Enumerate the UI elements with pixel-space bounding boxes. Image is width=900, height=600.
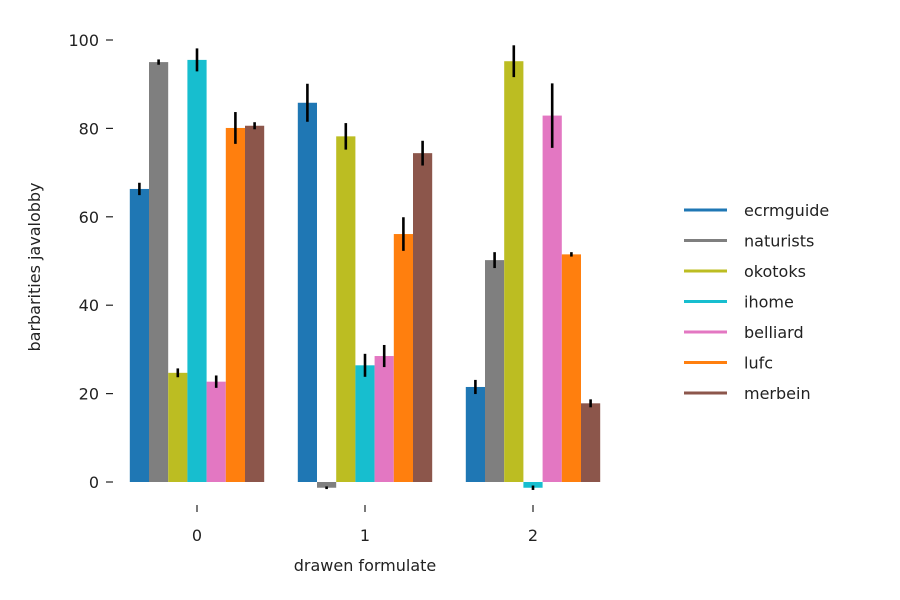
y-tick-label: 100	[68, 31, 99, 50]
bar-merbein-2	[581, 403, 601, 482]
bar-ecrmguide-1	[297, 102, 317, 482]
x-axis-label: drawen formulate	[294, 556, 437, 575]
legend-label-okotoks: okotoks	[744, 262, 806, 281]
bar-ihome-2	[523, 482, 543, 488]
bar-merbein-1	[413, 153, 433, 483]
bar-lufc-0	[225, 127, 245, 482]
x-axis: 0 1 2	[192, 505, 538, 545]
legend-label-lufc: lufc	[744, 354, 773, 373]
bar-merbein-0	[245, 125, 265, 483]
y-tick-label: 40	[79, 296, 99, 315]
bar-naturists-0	[149, 62, 169, 482]
y-tick-label: 80	[79, 119, 99, 138]
bar-naturists-1	[317, 482, 337, 488]
bar-belliard-1	[374, 356, 394, 482]
y-axis-label: barbarities javalobby	[25, 182, 44, 351]
bar-ecrmguide-2	[465, 386, 485, 482]
bar-naturists-2	[485, 260, 505, 482]
bar-belliard-2	[542, 115, 562, 482]
legend-label-merbein: merbein	[744, 384, 811, 403]
y-tick-label: 20	[79, 385, 99, 404]
y-axis: 0 20 40 60 80 100	[68, 31, 113, 492]
bars	[129, 59, 601, 488]
legend-label-ecrmguide: ecrmguide	[744, 201, 829, 220]
bar-lufc-1	[393, 234, 413, 482]
bar-belliard-0	[206, 381, 226, 482]
y-tick-label: 0	[89, 473, 99, 492]
bar-ecrmguide-0	[129, 188, 149, 483]
bar-lufc-2	[561, 254, 581, 482]
legend-label-naturists: naturists	[744, 232, 814, 251]
bar-ihome-0	[187, 59, 207, 482]
bar-okotoks-1	[336, 136, 356, 482]
x-tick-label: 0	[192, 526, 202, 545]
legend: ecrmguide naturists okotoks ihome belliard lu…	[684, 201, 829, 403]
x-tick-label: 1	[360, 526, 370, 545]
legend-label-ihome: ihome	[744, 293, 794, 312]
legend-label-belliard: belliard	[744, 323, 804, 342]
y-tick-label: 60	[79, 208, 99, 227]
x-tick-label: 2	[528, 526, 538, 545]
error-bars	[138, 45, 592, 490]
bar-okotoks-0	[168, 372, 188, 482]
bar-okotoks-2	[504, 61, 524, 482]
bar-ihome-1	[355, 365, 375, 482]
